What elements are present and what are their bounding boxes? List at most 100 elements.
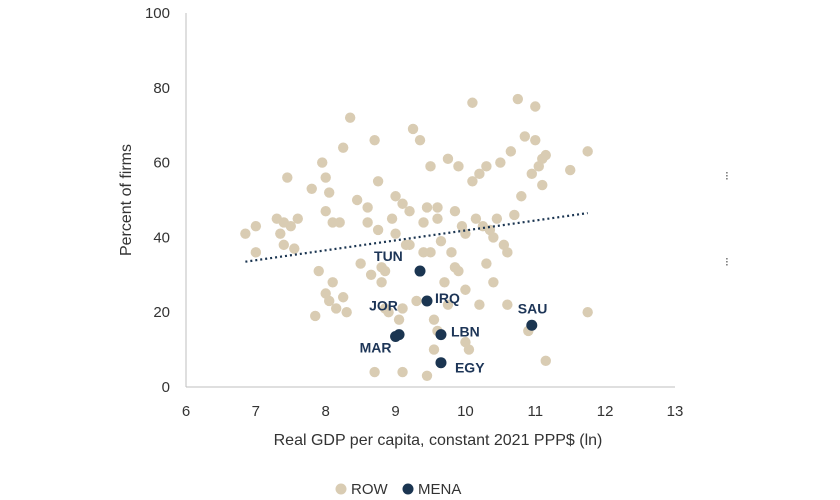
row-point — [442, 153, 454, 165]
x-tick-label: 13 — [667, 403, 684, 420]
row-point — [317, 157, 328, 168]
x-tick-labels: 6 7 8 9 10 11 12 13 — [182, 403, 684, 420]
row-point — [505, 146, 517, 157]
row-point — [446, 247, 457, 258]
mena-point — [435, 329, 447, 341]
row-point — [495, 157, 506, 168]
row-point — [519, 131, 531, 142]
row-point — [330, 303, 342, 314]
row-point — [320, 206, 331, 217]
mena-point — [435, 357, 447, 369]
mena-labels: TUN IRQ SAU JOR LBN MAR EGY — [360, 248, 548, 376]
row-point — [404, 239, 415, 251]
legend-label-mena: MENA — [418, 481, 461, 498]
row-point — [474, 299, 485, 310]
mena-label: JOR — [369, 298, 398, 314]
row-point — [327, 277, 338, 288]
row-point — [324, 187, 335, 198]
row-point — [435, 235, 447, 247]
row-point — [491, 213, 503, 224]
row-point — [355, 258, 366, 269]
row-point — [488, 232, 499, 243]
row-point — [240, 228, 251, 239]
row-point — [421, 202, 433, 213]
row-point — [428, 314, 440, 325]
row-point — [362, 202, 373, 213]
row-point — [540, 149, 551, 161]
row-point — [344, 112, 356, 123]
row-point — [404, 206, 415, 217]
row-point — [449, 206, 461, 217]
row-point — [376, 277, 387, 288]
row-point — [418, 247, 429, 258]
row-point — [414, 134, 426, 146]
row-point — [390, 191, 401, 202]
row-point — [488, 277, 499, 288]
row-point — [425, 161, 436, 172]
row-point — [250, 247, 262, 258]
row-point — [278, 239, 289, 251]
y-tick-label: 100 — [145, 5, 170, 22]
mena-point — [421, 295, 433, 307]
y-tick-labels: 0 20 40 60 80 100 — [145, 5, 170, 396]
row-point — [397, 198, 408, 209]
row-point — [467, 176, 478, 187]
row-point — [369, 134, 380, 146]
row-point — [369, 366, 380, 378]
row-point — [460, 284, 471, 295]
x-tick-label: 6 — [182, 403, 190, 420]
row-point — [530, 101, 541, 112]
row-point — [292, 213, 303, 224]
x-tick-label: 10 — [457, 403, 474, 420]
row-point — [449, 262, 461, 273]
row-point — [351, 194, 363, 206]
row-point — [341, 307, 352, 318]
row-point — [463, 344, 475, 355]
mena-points — [390, 265, 538, 369]
row-point — [582, 307, 593, 318]
x-tick-label: 9 — [391, 403, 399, 420]
row-point — [386, 213, 398, 224]
mena-label: SAU — [518, 300, 548, 316]
row-point — [362, 217, 373, 228]
y-axis-title: Percent of firms — [118, 144, 135, 256]
row-point — [565, 164, 576, 176]
row-point — [453, 161, 464, 172]
legend: ROW MENA — [335, 481, 461, 498]
row-point — [540, 355, 551, 367]
row-point — [509, 209, 520, 221]
mena-point — [390, 331, 402, 343]
row-point — [397, 303, 408, 314]
mena-label: TUN — [374, 248, 403, 264]
legend-label-row: ROW — [351, 481, 389, 498]
row-point — [418, 217, 429, 228]
row-point — [407, 123, 419, 135]
legend-swatch-row — [335, 483, 347, 495]
mena-point — [414, 265, 426, 277]
row-point — [324, 295, 335, 307]
row-point — [390, 228, 401, 239]
legend-swatch-mena — [402, 483, 414, 495]
row-point — [502, 299, 513, 310]
x-tick-label: 11 — [527, 403, 543, 420]
row-point — [313, 265, 324, 277]
mena-point — [526, 319, 538, 331]
row-point — [372, 176, 384, 187]
y-tick-label: 20 — [153, 304, 170, 321]
row-point — [467, 97, 478, 108]
row-point — [526, 168, 537, 180]
x-tick-label: 7 — [252, 403, 260, 420]
row-point — [537, 179, 548, 191]
row-point — [285, 220, 296, 232]
row-point — [421, 370, 433, 381]
row-point — [397, 366, 408, 378]
stray-mark-1: ⁝ — [725, 169, 729, 183]
row-point — [383, 307, 394, 318]
row-point — [432, 202, 443, 213]
row-point — [428, 344, 440, 355]
x-tick-label: 8 — [322, 403, 330, 420]
row-point — [275, 228, 286, 239]
row-point — [512, 93, 524, 105]
y-tick-label: 60 — [153, 155, 170, 172]
